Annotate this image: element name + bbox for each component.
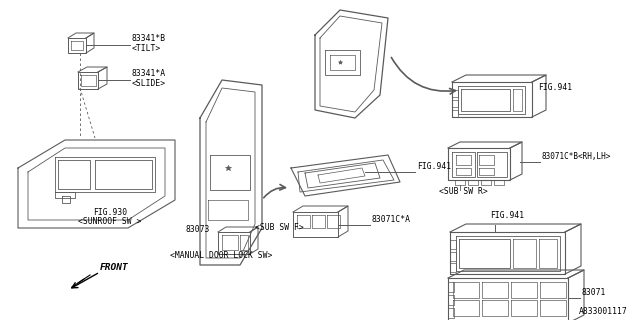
Text: FIG.941: FIG.941	[490, 211, 524, 220]
Text: <TILT>: <TILT>	[132, 44, 161, 53]
Text: <SUB SW F>: <SUB SW F>	[255, 223, 304, 232]
Text: <SUNROOF SW >: <SUNROOF SW >	[78, 217, 141, 226]
Text: FRONT: FRONT	[100, 263, 129, 272]
Text: 83341*B: 83341*B	[132, 34, 166, 43]
Text: 83073: 83073	[186, 225, 210, 234]
Text: A833001117: A833001117	[579, 307, 628, 316]
Text: FIG.941: FIG.941	[538, 83, 572, 92]
Text: FIG.941: FIG.941	[417, 162, 451, 171]
Text: <MANUAL DOOR LOCK SW>: <MANUAL DOOR LOCK SW>	[170, 251, 273, 260]
Text: 83071C*A: 83071C*A	[372, 215, 411, 224]
Text: <SUB SW R>: <SUB SW R>	[438, 187, 488, 196]
Text: 83341*A: 83341*A	[132, 69, 166, 78]
Text: FIG.930: FIG.930	[93, 208, 127, 217]
Text: 83071: 83071	[582, 288, 606, 297]
Text: 83071C*B<RH,LH>: 83071C*B<RH,LH>	[542, 152, 611, 161]
Text: <SLIDE>: <SLIDE>	[132, 79, 166, 88]
